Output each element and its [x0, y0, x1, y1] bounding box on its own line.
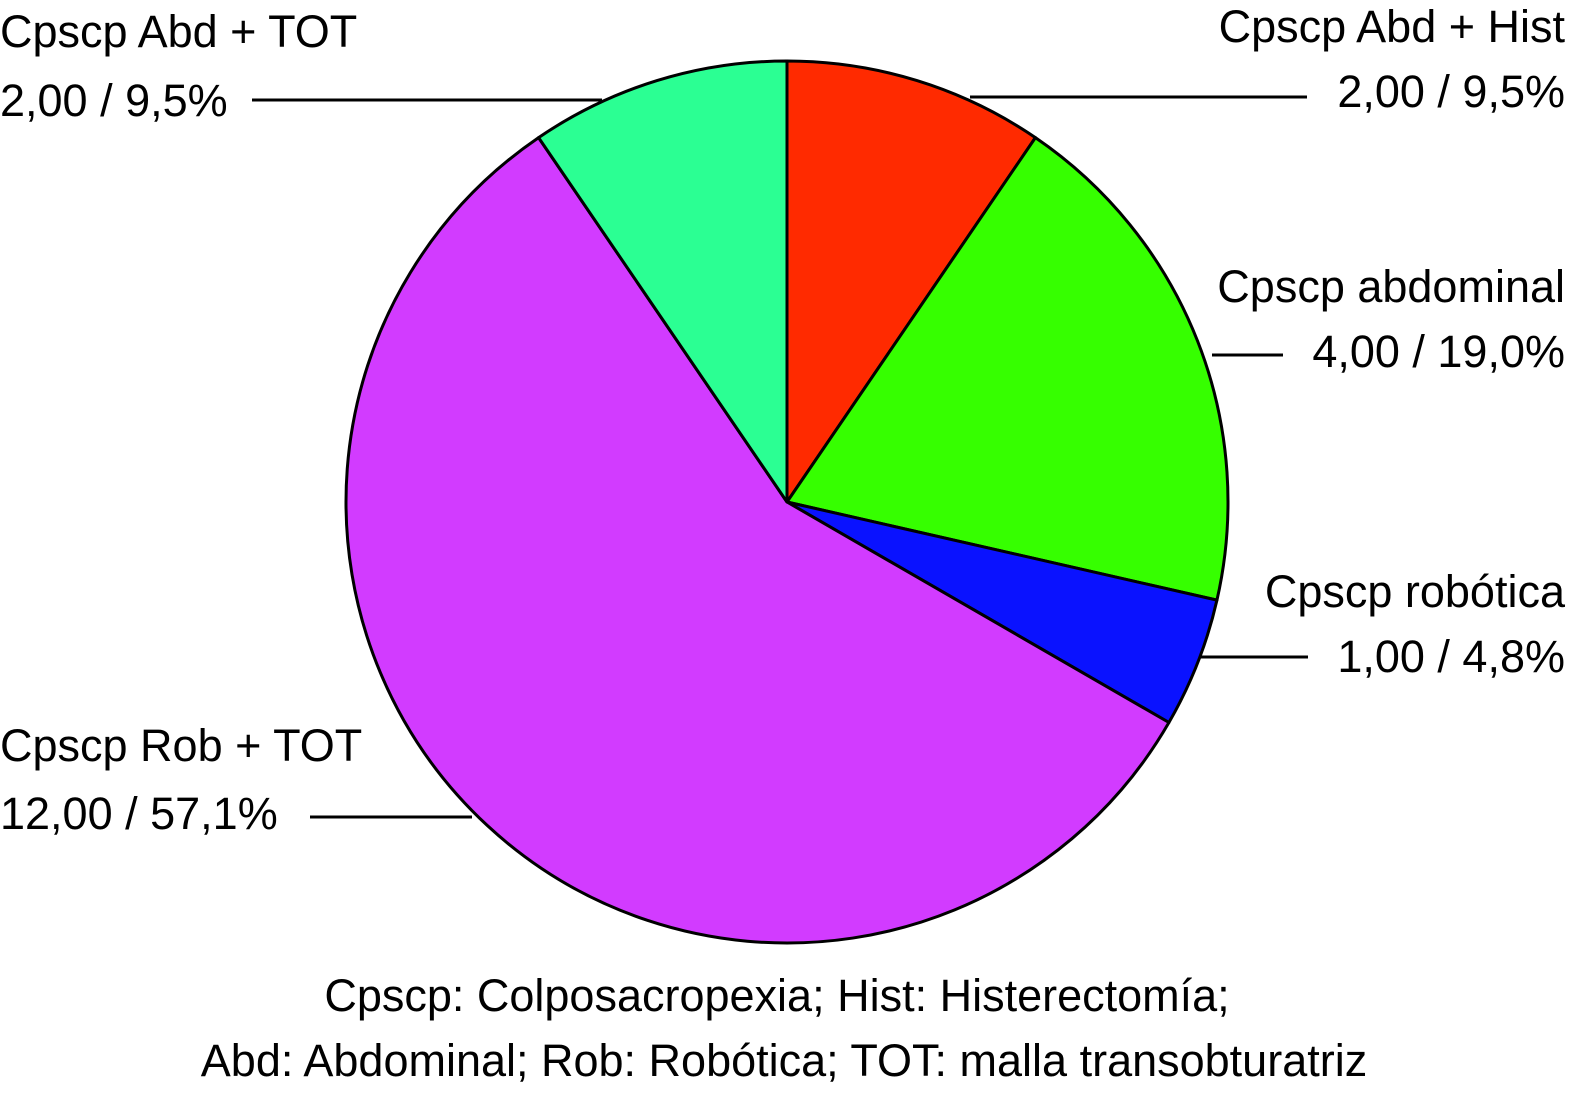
slice-value-cpscp-rob-tot: 12,00 / 57,1% [0, 788, 278, 839]
slice-label-cpscp-rob-tot: Cpscp Rob + TOT [0, 720, 362, 771]
slice-labels: Cpscp Abd + Hist 2,00 / 9,5% Cpscp abdomin… [0, 1, 1566, 839]
slice-value-cpscp-abd-hist: 2,00 / 9,5% [1337, 66, 1565, 117]
slice-label-cpscp-abd-tot: Cpscp Abd + TOT [0, 6, 357, 57]
pie-slice-cpscp-abd-tot [537, 59, 789, 504]
footnote-line-2: Abd: Abdominal; Rob: Robótica; TOT: mall… [201, 1035, 1367, 1086]
pie-slice-cpscp-abd-hist [785, 59, 1037, 504]
pie-slice-cpscp-abdominal [785, 136, 1230, 602]
slice-label-cpscp-abd-hist: Cpscp Abd + Hist [1219, 1, 1566, 52]
leader-lines [252, 95, 1308, 819]
footnote-line-1: Cpscp: Colposacropexia; Hist: Histerecto… [324, 970, 1229, 1021]
pie-slices [344, 59, 1230, 945]
slice-value-cpscp-abd-tot: 2,00 / 9,5% [0, 75, 228, 126]
slice-label-cpscp-abdominal: Cpscp abdominal [1217, 261, 1565, 312]
pie-slice-cpscp-rob-tot [344, 136, 1171, 945]
slice-label-cpscp-robotica: Cpscp robótica [1265, 566, 1566, 617]
slice-value-cpscp-robotica: 1,00 / 4,8% [1337, 631, 1565, 682]
slice-value-cpscp-abdominal: 4,00 / 19,0% [1312, 326, 1565, 377]
